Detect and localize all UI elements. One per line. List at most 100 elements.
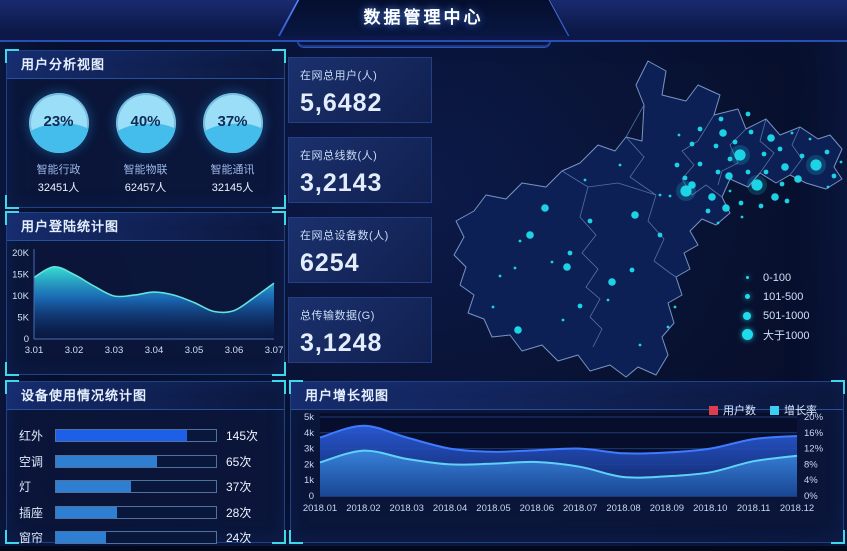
stat-label: 在网总设备数(人) xyxy=(300,230,389,242)
map-legend-row: 0-100 xyxy=(742,268,842,287)
corner-bracket-icon xyxy=(289,530,303,544)
x-tick-label: 2018.06 xyxy=(520,503,554,514)
map-dot xyxy=(577,303,583,309)
map-dot xyxy=(491,305,495,309)
x-tick-label: 3.05 xyxy=(185,345,204,356)
map-dot xyxy=(563,263,571,271)
map-dot xyxy=(722,204,730,212)
map-dot xyxy=(680,185,692,197)
map-dot xyxy=(771,193,779,201)
region-scatter-map xyxy=(453,60,843,378)
growth-rate-area xyxy=(320,450,797,496)
map-dot xyxy=(666,325,670,329)
right-tick-label: 4% xyxy=(804,475,818,486)
device-bar-fill xyxy=(56,506,117,518)
x-tick-label: 3.03 xyxy=(105,345,124,356)
legend-label: 0-100 xyxy=(763,271,792,284)
map-dot xyxy=(740,215,744,219)
map-dot xyxy=(725,172,733,180)
map-dot xyxy=(629,267,635,273)
left-tick-label: 0 xyxy=(309,491,314,502)
corner-bracket-icon xyxy=(5,195,19,209)
stat-label: 在网总用户(人) xyxy=(300,70,378,82)
map-dot xyxy=(526,231,534,239)
growth-rate-line xyxy=(319,449,798,479)
device-label: 灯 xyxy=(19,480,32,495)
map-dot xyxy=(705,208,711,214)
map-dot xyxy=(751,179,763,191)
gauge-percent: 23% xyxy=(43,113,74,130)
map-dot xyxy=(784,198,790,204)
header-title-block: 数据管理中心 xyxy=(277,0,570,36)
x-tick-label: 2018.05 xyxy=(476,503,510,514)
map-dot xyxy=(631,211,639,219)
device-value: 37次 xyxy=(226,480,252,495)
panel-title-login-stats: 用户登陆统计图 xyxy=(7,213,284,241)
left-tick-label: 5k xyxy=(304,412,314,423)
map-dot xyxy=(697,161,703,167)
corner-bracket-icon xyxy=(5,380,19,394)
stat-value: 3,2143 xyxy=(300,169,383,197)
panel-title-user-growth: 用户增长视图 xyxy=(291,382,843,410)
map-dot xyxy=(738,200,744,206)
gauge-count: 32451人 xyxy=(37,182,80,194)
gauge: 37% 智能通讯 32145人 xyxy=(191,93,275,195)
device-label: 插座 xyxy=(19,505,44,520)
legend-item-users[interactable]: 用户数 xyxy=(709,402,756,418)
map-dot xyxy=(831,173,837,179)
stat-card: 在网总用户(人) 5,6482 xyxy=(288,57,432,123)
x-tick-label: 3.07 xyxy=(265,345,283,356)
device-bar-fill xyxy=(56,455,157,467)
map-dot xyxy=(732,139,738,145)
panel-device-usage: 设备使用情况统计图 红外 145次 空调 65次灯 37次 插座 28次 窗帘 24次 xyxy=(5,380,286,545)
map-dot xyxy=(839,160,843,164)
device-value: 28次 xyxy=(226,505,252,520)
legend-chip-icon xyxy=(770,405,779,415)
map-dot xyxy=(824,149,830,155)
map-dot xyxy=(550,260,554,264)
map-dot xyxy=(682,175,688,181)
legend-label: 501-1000 xyxy=(763,309,810,322)
stat-value: 6254 xyxy=(300,249,360,277)
legend-label: 大于1000 xyxy=(763,329,810,342)
panel-title-user-analysis: 用户分析视图 xyxy=(7,51,284,79)
corner-bracket-icon xyxy=(831,380,845,394)
map-dot xyxy=(794,175,802,183)
growth-area-chart: 0 0% 1k 4% 2k 8% 3k 12% 4k 16% 5k 20% 2018.01 2018.02… xyxy=(303,412,824,514)
login-line xyxy=(33,265,275,314)
map-dot xyxy=(745,169,751,175)
stat-value: 5,6482 xyxy=(300,89,383,117)
x-tick-label: 2018.12 xyxy=(780,503,814,514)
gauge: 23% 智能行政 32451人 xyxy=(17,93,101,195)
panel-user-analysis: 用户分析视图 23% 智能行政 32451人 40% 智能物联 62457人 37% 智能通讯… xyxy=(5,49,286,209)
map-dot xyxy=(716,221,720,225)
map-dot xyxy=(727,156,733,162)
x-tick-label: 2018.03 xyxy=(390,503,424,514)
corner-bracket-icon xyxy=(5,49,19,63)
device-bar-list: 红外 145次 空调 65次灯 37次 插座 28次 窗帘 24次 xyxy=(7,410,284,551)
map-dot xyxy=(674,162,680,168)
map-dot xyxy=(618,163,622,167)
y-tick-label: 20K xyxy=(12,248,30,259)
legend-dot-icon xyxy=(745,294,750,299)
map-dot xyxy=(657,232,663,238)
page-title: 数据管理中心 xyxy=(363,8,484,27)
map-dot xyxy=(688,181,696,189)
corner-bracket-icon xyxy=(272,380,286,394)
device-bar-fill xyxy=(56,430,188,442)
panel-login-stats: 用户登陆统计图 0 5K 10K 15K 20K 3.01 3.02 3.03 3.04 3.05… xyxy=(5,211,286,376)
map-dot xyxy=(779,181,785,187)
map-dot xyxy=(689,141,695,147)
users-line xyxy=(319,424,798,455)
map-dot xyxy=(606,298,610,302)
device-bar-fill xyxy=(56,481,132,493)
legend-item-growth-rate[interactable]: 增长率 xyxy=(770,402,817,418)
right-tick-label: 16% xyxy=(804,428,824,439)
stat-card: 在网总线数(人) 3,2143 xyxy=(288,137,432,203)
device-row: 窗帘 24次 xyxy=(19,525,272,551)
right-tick-label: 8% xyxy=(804,459,818,470)
map-dot xyxy=(498,274,502,278)
left-tick-label: 2k xyxy=(304,459,314,470)
map-dot xyxy=(697,126,703,132)
